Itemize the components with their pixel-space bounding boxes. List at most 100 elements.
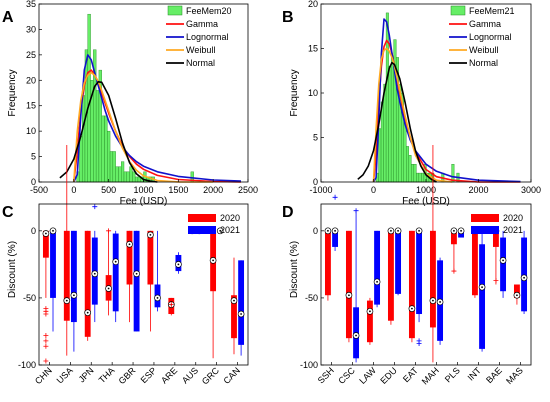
histogram-bar bbox=[126, 171, 130, 183]
box-body bbox=[238, 260, 245, 345]
legend-label: Weibull bbox=[186, 45, 215, 55]
legend-label: 2021 bbox=[220, 225, 240, 235]
median-dot bbox=[156, 297, 159, 299]
category-label: ARE bbox=[159, 365, 179, 385]
histogram-bar bbox=[118, 166, 122, 183]
box-body bbox=[42, 230, 49, 258]
category-label: AUS bbox=[180, 365, 200, 385]
category-label: EDU bbox=[378, 365, 399, 386]
outlier-marker bbox=[92, 295, 98, 301]
y-tick-label: 30 bbox=[26, 24, 36, 34]
x-tick-label: -1000 bbox=[309, 185, 332, 195]
box-body bbox=[63, 230, 70, 321]
y-tick-label: -50 bbox=[23, 293, 36, 303]
box-2020-esp bbox=[147, 230, 154, 332]
box-2020-are bbox=[167, 297, 175, 316]
box-2020-eat bbox=[408, 230, 416, 343]
box-2020-edu bbox=[387, 227, 395, 325]
box-2021-ssh bbox=[331, 194, 339, 251]
legend-swatch-histogram bbox=[450, 5, 466, 16]
histogram-bar bbox=[81, 95, 86, 183]
box-2021-gbr bbox=[133, 230, 140, 332]
box-2021-can bbox=[237, 260, 245, 356]
category-label: LAW bbox=[357, 365, 378, 386]
y-axis-label: Frequency bbox=[289, 69, 300, 116]
histogram-bar bbox=[112, 151, 116, 183]
legend-swatch-2021 bbox=[188, 226, 216, 234]
box-body bbox=[521, 237, 528, 312]
box-2021-bae bbox=[499, 230, 507, 298]
box-body bbox=[387, 230, 394, 321]
histogram-bar bbox=[104, 115, 108, 183]
box-2021-esp bbox=[154, 230, 161, 312]
box-2021-csc bbox=[352, 208, 360, 363]
box-2021-pls bbox=[457, 227, 465, 238]
median-dot bbox=[212, 259, 214, 262]
median-dot bbox=[86, 311, 89, 314]
median-dot bbox=[219, 229, 222, 232]
legend-label: Weibull bbox=[469, 45, 498, 55]
plot-frame bbox=[320, 3, 532, 183]
curve-lognormal bbox=[73, 54, 242, 183]
box-2021-chn bbox=[49, 227, 57, 332]
box-2020-jpn bbox=[84, 230, 92, 341]
median-dot bbox=[107, 287, 110, 290]
category-label: THA bbox=[97, 365, 117, 385]
legend-label: 2020 bbox=[503, 213, 523, 223]
legend-label: 2021 bbox=[503, 225, 523, 235]
median-dot bbox=[418, 229, 420, 232]
y-axis-label: Frequency bbox=[7, 69, 18, 116]
box-2021-tha bbox=[112, 230, 120, 323]
outlier-marker bbox=[409, 332, 415, 338]
legend-label: Lognormal bbox=[186, 32, 229, 42]
x-tick-label: 0 bbox=[71, 185, 76, 195]
x-axis-label: Fee (USD) bbox=[120, 196, 168, 207]
category-label: CAN bbox=[221, 365, 242, 386]
y-tick-label: 20 bbox=[26, 75, 36, 85]
box-2021-grc bbox=[216, 227, 224, 235]
box-body bbox=[112, 233, 119, 312]
y-tick-label: 5 bbox=[31, 152, 36, 162]
outlier-marker bbox=[43, 343, 49, 349]
median-dot bbox=[44, 232, 47, 235]
x-tick-label: 1000 bbox=[133, 185, 153, 195]
category-label: MAH bbox=[420, 365, 441, 386]
outlier-marker bbox=[43, 332, 49, 338]
box-body bbox=[416, 230, 423, 315]
histogram-bar bbox=[107, 130, 111, 183]
box-2021-mah bbox=[436, 257, 444, 345]
y-tick-label: 0 bbox=[313, 177, 318, 187]
histogram-bar bbox=[385, 12, 389, 183]
legend-label: Normal bbox=[469, 58, 498, 68]
legend-swatch-2021 bbox=[471, 226, 499, 234]
y-tick-label: 0 bbox=[31, 226, 36, 236]
box-2020-bae bbox=[492, 227, 500, 285]
histogram-bar bbox=[101, 115, 105, 183]
median-dot bbox=[149, 233, 152, 236]
x-tick-label: -500 bbox=[30, 185, 48, 195]
legend-label: FeeMem21 bbox=[469, 6, 515, 16]
panel-a: -500 0 500 1000 1500 2000 250005101520253035Fe… bbox=[2, 0, 258, 207]
x-axis-label: Fee (USD) bbox=[402, 196, 450, 207]
box-2020-law bbox=[366, 297, 374, 345]
y-tick-label: 15 bbox=[308, 44, 318, 54]
outlier-marker bbox=[43, 308, 49, 314]
outlier-marker bbox=[168, 302, 174, 308]
box-2020-mas bbox=[513, 284, 521, 305]
box-2020-usa bbox=[63, 144, 71, 356]
median-dot bbox=[502, 259, 504, 262]
box-2021-mas bbox=[520, 230, 528, 315]
median-dot bbox=[355, 334, 357, 337]
x-tick-label: 2000 bbox=[468, 185, 488, 195]
category-label: INT bbox=[466, 365, 484, 383]
histogram-bar bbox=[95, 90, 100, 183]
box-2021-int bbox=[478, 230, 486, 352]
legend: 2020 2021 bbox=[188, 213, 240, 235]
y-tick-label: 20 bbox=[308, 0, 318, 9]
box-2020-can bbox=[230, 257, 238, 355]
histogram-bar bbox=[390, 57, 394, 183]
histogram-bar bbox=[416, 172, 420, 183]
y-tick-label: 35 bbox=[26, 0, 36, 9]
histogram-bar bbox=[132, 171, 136, 183]
